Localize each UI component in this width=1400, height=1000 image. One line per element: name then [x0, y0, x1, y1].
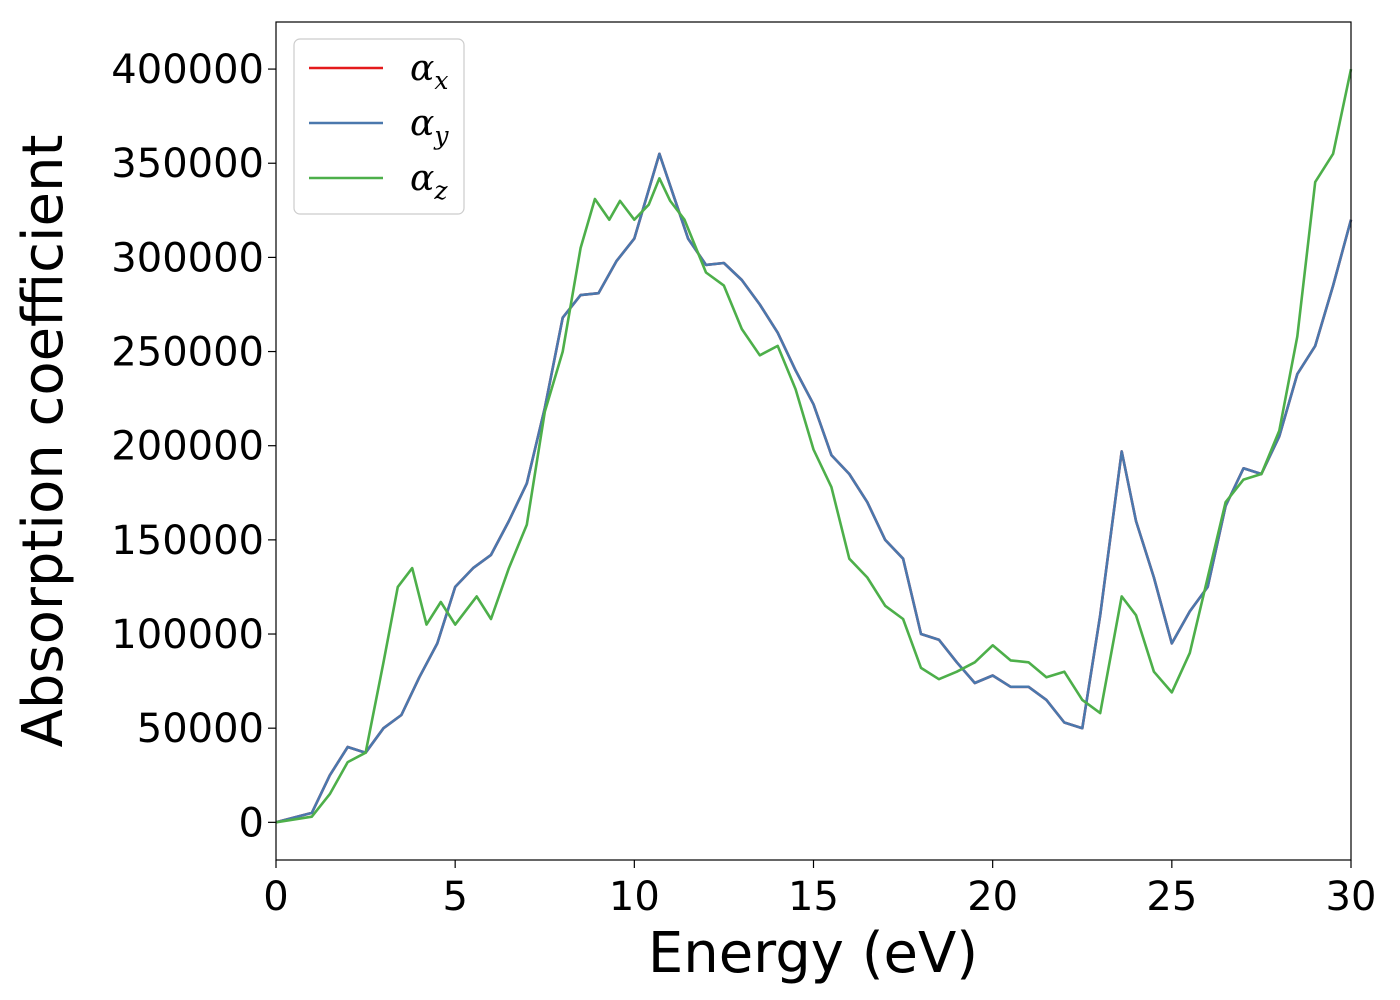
x-axis-label: Energy (eV)	[648, 921, 978, 986]
series-line-x	[275, 152, 1353, 824]
y-tick-label: 200000	[111, 424, 264, 470]
y-tick-label: 150000	[111, 518, 264, 564]
series-line-z	[275, 68, 1353, 824]
x-tick-label: 20	[967, 874, 1018, 920]
y-tick-label: 0	[239, 800, 264, 846]
y-tick-label: 300000	[111, 235, 264, 281]
x-tick-label: 25	[1146, 874, 1197, 920]
x-tick-label: 15	[788, 874, 839, 920]
y-tick-label: 350000	[111, 141, 264, 187]
x-tick-label: 10	[609, 874, 660, 920]
legend-box	[293, 38, 465, 215]
x-tick-label: 5	[442, 874, 467, 920]
series-layer	[275, 68, 1353, 824]
y-axis-ticks: 0 50000 100000 150000 200000 250000 300000 3500…	[111, 47, 276, 846]
x-tick-label: 30	[1326, 874, 1377, 920]
series-line-y	[275, 152, 1353, 824]
y-tick-label: 100000	[111, 612, 264, 658]
y-tick-label: 250000	[111, 330, 264, 376]
y-axis-label: Absorption coefficient	[11, 135, 76, 748]
y-tick-label: 50000	[137, 706, 264, 752]
x-tick-label: 0	[263, 874, 288, 920]
y-tick-label: 400000	[111, 47, 264, 93]
x-axis-ticks: 0 5 10 15 20 25 30	[263, 860, 1376, 920]
